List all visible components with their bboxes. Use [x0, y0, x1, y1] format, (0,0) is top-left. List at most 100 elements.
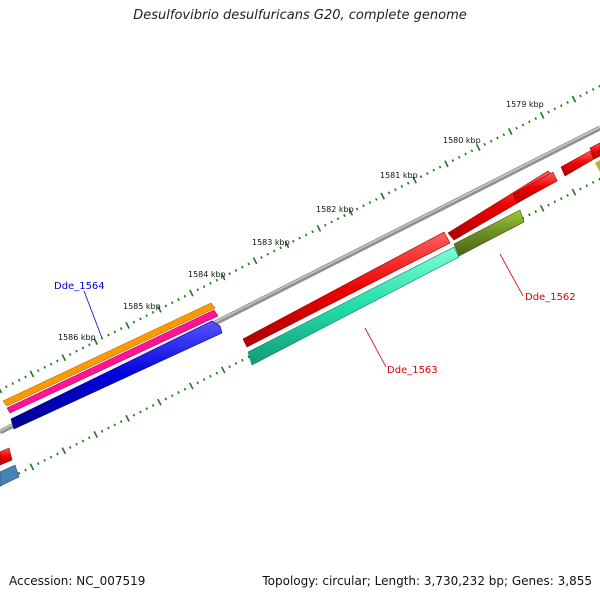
outer-tick [36, 369, 40, 373]
outer-tick [29, 370, 35, 378]
outer-tick [534, 117, 538, 120]
outer-tick [17, 378, 21, 382]
outer-tick [585, 91, 589, 95]
inner-tick [534, 210, 538, 213]
outer-tick [579, 94, 582, 98]
gene-red-3[interactable] [512, 171, 558, 204]
inner-tick [177, 391, 180, 394]
outer-tick [464, 152, 467, 156]
outer-tick [336, 217, 340, 221]
outer-tick [444, 160, 449, 168]
outer-tick [196, 288, 200, 292]
inner-tick [215, 371, 219, 375]
inner-tick [49, 455, 53, 459]
inner-tick [559, 197, 563, 201]
inner-tick [100, 429, 104, 433]
label-pointer-dde-1564 [83, 290, 103, 339]
gene-magenta[interactable] [6, 309, 219, 414]
inner-tick [183, 387, 187, 391]
outer-tick [355, 207, 359, 211]
inner-tick [209, 374, 212, 378]
gene-red-5[interactable] [589, 142, 600, 160]
outer-tick [375, 197, 378, 201]
outer-tick [228, 272, 231, 276]
outer-tick [362, 204, 365, 208]
outer-tick [170, 301, 174, 305]
outer-tick [507, 128, 513, 135]
outer-tick [247, 262, 251, 266]
outer-tick [157, 305, 162, 313]
outer-tick [368, 201, 372, 204]
gene-red-large[interactable] [242, 231, 451, 348]
outer-tick [451, 159, 455, 162]
inner-tick [24, 468, 27, 472]
inner-tick [157, 398, 162, 406]
gene-dde-1564[interactable] [10, 320, 223, 430]
inner-tick [591, 181, 595, 184]
outer-tick [476, 144, 481, 152]
inner-tick [29, 463, 35, 471]
outer-tick [61, 354, 67, 362]
outer-tick [75, 349, 78, 353]
inner-tick [539, 204, 545, 212]
outer-tick [220, 273, 226, 281]
outer-tick [489, 139, 493, 143]
gene-dde-1562[interactable] [453, 209, 525, 257]
genome-summary-text: Topology: circular; Length: 3,730,232 bp… [262, 574, 592, 588]
outer-tick [145, 314, 148, 318]
outer-tick [432, 168, 436, 172]
inner-tick [75, 442, 78, 446]
outer-tick [234, 269, 238, 272]
inner-tick [68, 446, 72, 449]
gene-orange[interactable] [2, 302, 216, 407]
inner-tick [132, 413, 136, 417]
outer-tick [113, 330, 117, 334]
inner-tick [547, 203, 550, 207]
outer-tick [266, 252, 270, 256]
tick-label-1581: 1581 kbp [380, 171, 418, 180]
outer-tick [528, 120, 531, 124]
outer-tick [24, 375, 27, 379]
outer-tick [394, 188, 397, 192]
inner-tick [56, 452, 59, 456]
outer-tick [177, 298, 180, 301]
inner-tick [170, 394, 174, 398]
outer-tick [559, 104, 563, 108]
gene-red-4[interactable] [560, 150, 595, 177]
inner-tick [220, 366, 226, 374]
gene-dde-1563[interactable] [247, 246, 460, 366]
outer-tick [553, 107, 557, 111]
inner-tick [228, 365, 231, 369]
outer-tick [11, 382, 15, 385]
outer-tick [209, 281, 212, 285]
inner-tick [247, 355, 251, 359]
outer-tick [132, 320, 136, 324]
inner-tick [528, 213, 531, 217]
outer-tick [330, 220, 333, 224]
gene-olive-edge[interactable] [595, 160, 600, 172]
inner-tick [145, 407, 148, 411]
gene-label-dde-1562[interactable]: Dde_1562 [525, 292, 576, 303]
outer-tick [125, 321, 130, 329]
gene-label-dde-1563[interactable]: Dde_1563 [387, 365, 438, 376]
gene-label-dde-1564[interactable]: Dde_1564 [54, 281, 105, 292]
outer-tick [483, 142, 487, 146]
outer-tick [380, 192, 386, 200]
outer-tick [539, 111, 545, 119]
outer-tick [215, 278, 219, 282]
outer-tick [56, 359, 59, 363]
outer-tick [5, 385, 8, 389]
inner-tick [81, 439, 85, 443]
gene-red-lower-left[interactable] [0, 447, 13, 466]
inner-tick [93, 431, 99, 438]
outer-tick [164, 304, 168, 308]
outer-tick [387, 191, 391, 195]
outer-tick [260, 256, 263, 259]
inner-tick [202, 378, 206, 382]
outer-tick [496, 136, 499, 140]
inner-tick [571, 188, 577, 196]
outer-tick [284, 241, 290, 249]
inner-tick [107, 426, 110, 430]
gene-steelblue-lower-left[interactable] [0, 464, 20, 487]
